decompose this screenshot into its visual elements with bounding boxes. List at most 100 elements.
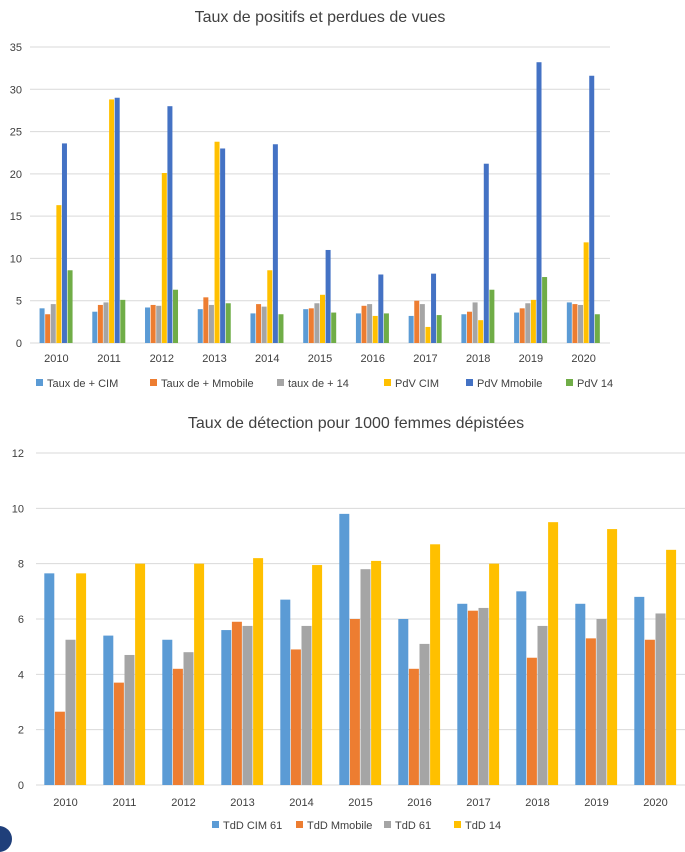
bar [320,294,325,343]
chart-1: Taux de positifs et perdues de vues 0 5 10 1… [10,9,613,390]
bar [431,273,437,343]
x-tick-label: 2018 [466,353,490,365]
y-tick-label: 12 [12,448,24,460]
legend-label: TdD 14 [465,820,501,832]
bar [39,308,45,343]
bar [242,625,253,785]
bar [419,643,430,785]
chart-title: Taux de positifs et perdues de vues [195,9,446,26]
bar [135,563,146,785]
bar [103,302,109,343]
bar [325,249,331,343]
bar [514,312,520,343]
bar [542,277,548,343]
x-tick-label: 2019 [519,353,543,365]
y-tick-label: 0 [18,780,24,792]
legend-label: TdD Mmobile [307,820,372,832]
bar [145,307,151,343]
legend-swatch [384,379,391,386]
bar [220,148,226,343]
x-tick-label: 2011 [113,797,137,809]
chart-title: Taux de détection pour 1000 femmes dépis… [188,415,524,432]
x-tick-label: 2010 [53,797,77,809]
bar [398,619,409,785]
x-tick-label: 2020 [643,797,667,809]
bar [280,599,291,785]
bar [183,652,194,785]
x-tick-label: 2013 [202,353,226,365]
x-tick-label: 2014 [289,797,313,809]
bar [367,304,373,343]
x-tick-label: 2015 [348,797,372,809]
bar [278,314,284,343]
bar [536,62,542,343]
bar [436,315,442,343]
bar [203,297,209,343]
legend-label: Taux de + Mmobile [161,378,254,390]
y-tick-label: 30 [10,84,22,96]
bar [225,303,231,343]
bar [666,549,677,785]
y-tick-label: 6 [18,614,24,626]
bar [489,563,500,785]
bar [414,300,420,343]
bar [537,625,548,785]
bar [261,306,267,343]
bar [349,619,360,785]
bar [92,311,98,343]
bar [308,308,314,343]
legend-swatch [384,821,391,828]
bar [56,205,62,343]
bar [161,173,167,343]
y-tick-label: 4 [18,669,24,681]
legend-label: PdV 14 [577,378,613,390]
bar [566,302,572,343]
bar [585,638,596,785]
bar [231,621,242,785]
bar [173,289,179,343]
bar [361,305,367,343]
legend-swatch [212,821,219,828]
x-tick-label: 2015 [308,353,332,365]
x-tick-label: 2017 [466,797,490,809]
bar [172,668,183,785]
bar [360,569,371,785]
bar [478,607,489,785]
bar [489,289,495,343]
bar [372,315,378,343]
bar [408,315,414,343]
bar [425,326,431,343]
bar [114,97,120,343]
legend-swatch [466,379,473,386]
bar [109,99,115,343]
x-tick-label: 2019 [584,797,608,809]
bar [575,603,586,785]
bar [253,558,264,785]
bar [578,304,584,343]
bar [526,657,537,785]
x-tick-label: 2016 [407,797,431,809]
bar [472,302,478,343]
legend-label: taux de + 14 [288,378,349,390]
bar [644,639,655,785]
legend-label: TdD CIM 61 [223,820,282,832]
bar [655,613,666,785]
bar [97,304,103,343]
bar [378,274,384,343]
legend-swatch [150,379,157,386]
bar [594,314,600,343]
bar [314,303,320,343]
bar [461,314,467,343]
legend-swatch [454,821,461,828]
y-tick-label: 2 [18,725,24,737]
bar [303,309,309,343]
bar [103,635,114,785]
bar [312,565,323,785]
bar [156,305,162,343]
bar [634,596,645,785]
legend-label: TdD 61 [395,820,431,832]
bar [530,299,536,343]
bar [383,313,389,343]
bar [430,544,441,785]
